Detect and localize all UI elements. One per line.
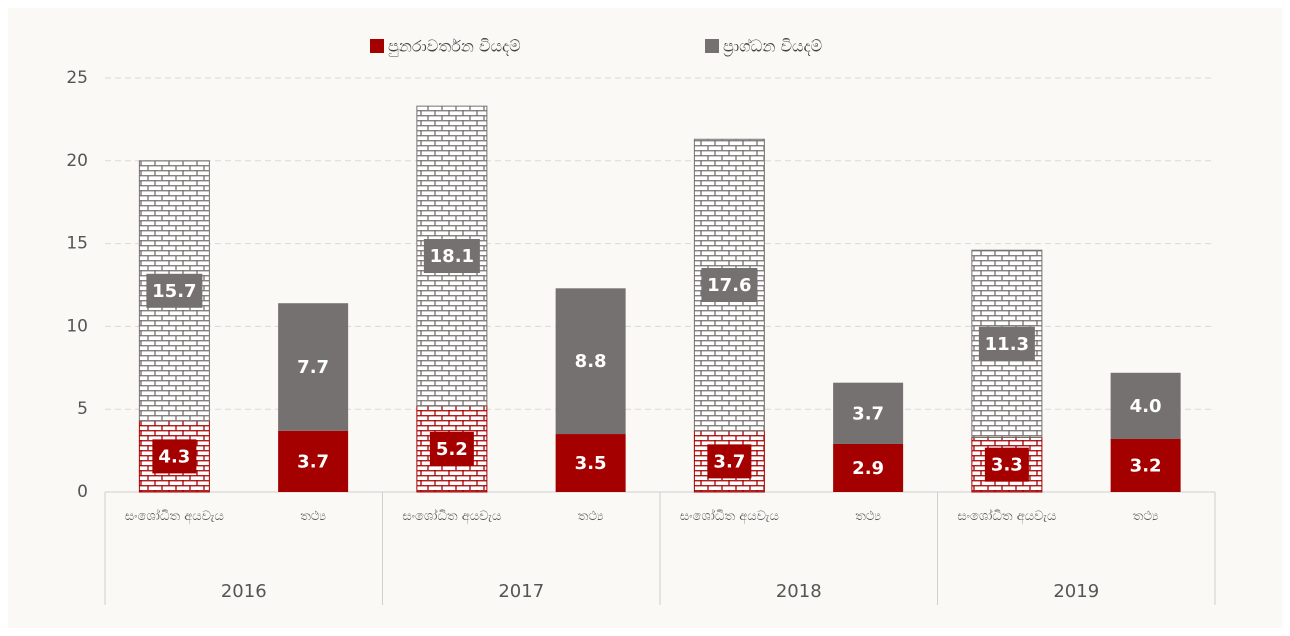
x-tick-label: සංශෝධිත අයවැය [957,509,1057,524]
data-label-box [1123,448,1168,483]
legend-label: පුනරාවර්තන වියදම් [388,37,521,57]
y-tick-label: 15 [66,234,88,254]
x-tick-label: තථ්‍ය [300,509,327,524]
legend-swatch [370,39,384,53]
y-tick-label: 25 [66,68,88,88]
x-tick-label: තථ්‍ය [855,509,882,524]
group-label: 2019 [1053,581,1099,602]
group-label: 2018 [776,581,822,602]
data-label: 17.6 [707,275,751,296]
data-label: 3.7 [297,451,329,472]
x-tick-label: සංශෝධිත අයවැය [402,509,502,524]
data-label-box [846,396,891,431]
data-label: 11.3 [985,334,1029,355]
data-label-box [291,444,336,479]
data-label-box [291,349,336,384]
data-label-box [846,450,891,485]
data-label: 7.7 [297,357,329,378]
data-label-box [707,444,752,479]
data-label-box [423,239,480,274]
data-label: 3.3 [991,455,1023,476]
y-tick-label: 20 [66,151,88,171]
data-label-box [429,431,474,466]
data-label: 3.7 [852,403,884,424]
x-tick-label: තථ්‍ය [1132,509,1159,524]
data-label-box [146,273,203,308]
data-label-box [152,439,197,474]
data-label: 3.2 [1130,456,1162,477]
data-label: 4.3 [158,446,190,467]
legend-label: ප්‍රාග්ධන වියදම් [723,37,822,57]
legend-swatch [705,39,719,53]
data-label: 3.5 [575,453,607,474]
bar-segment [138,420,210,493]
x-tick-label: සංශෝධිත අයවැය [124,509,224,524]
data-label-box [701,268,758,302]
x-tick-label: සංශෝධිත අයවැය [679,509,779,524]
y-tick-label: 5 [77,399,88,419]
y-tick-label: 0 [77,482,88,502]
data-label-box [568,446,613,481]
data-label: 15.7 [152,281,196,302]
data-label-box [1123,388,1168,423]
y-tick-label: 10 [66,316,88,336]
group-label: 2017 [498,581,544,602]
data-label-box [984,447,1029,482]
chart-background [8,8,1282,628]
data-label-box [568,344,613,379]
data-label: 8.8 [575,351,607,372]
data-label: 5.2 [436,439,468,460]
data-label: 4.0 [1130,396,1162,417]
data-label: 18.1 [430,246,474,267]
data-label: 3.7 [713,451,745,472]
data-label-box [978,326,1035,361]
group-label: 2016 [221,581,267,602]
x-tick-label: තථ්‍ය [577,509,604,524]
data-label: 2.9 [852,458,884,479]
